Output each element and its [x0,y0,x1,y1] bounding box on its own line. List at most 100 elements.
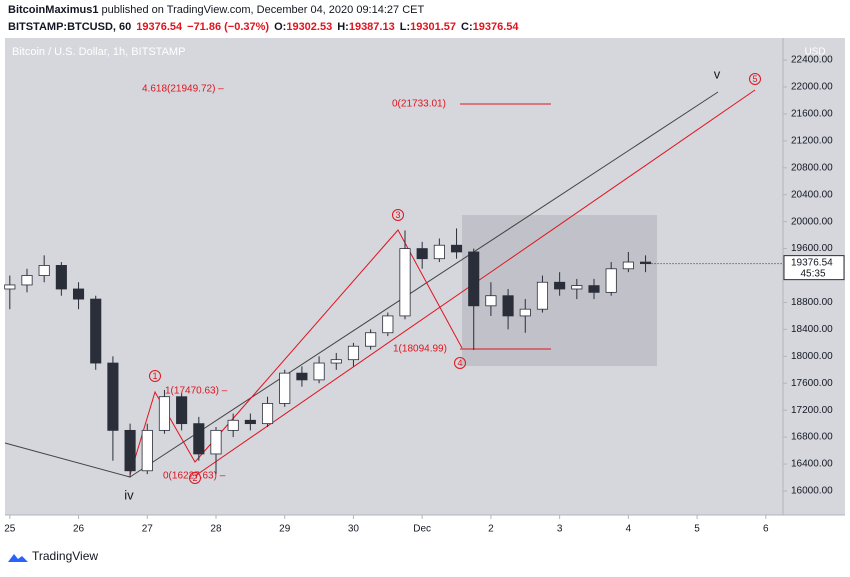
candle-body [210,429,222,455]
candle [365,329,377,350]
candle [519,299,531,333]
footer: TradingView [8,549,98,563]
candle-body [365,332,377,347]
candle [554,272,566,296]
y-tick-label: 21600.00 [791,109,833,120]
candle-body [450,244,463,253]
ohlc-label: O: [274,21,286,33]
candle-body [72,288,85,300]
candle-body [38,265,50,276]
candle-body [261,403,274,425]
candle-body [296,372,308,381]
wave-circle [749,73,761,85]
y-tick-label: 16400.00 [791,459,833,470]
candle [485,282,497,316]
x-tick-label: 5 [694,524,700,535]
fib-label: 1(17470.63) – [165,386,228,397]
ohlc-label: H: [337,21,349,33]
candle [124,423,136,478]
x-tick-label: 26 [73,524,85,535]
candle [261,396,274,428]
wave-circle [392,209,404,221]
x-tick-label: 25 [4,524,16,535]
x-tick-label: Dec [413,524,431,535]
candle [399,230,411,320]
candle [347,342,360,367]
candle-body [502,295,514,317]
ohlc-value: 19302.53 [286,21,332,33]
y-tick-label: 17200.00 [791,405,833,416]
wave-label: 3 [395,210,400,220]
wave-circle [189,472,201,484]
candle-body [382,315,394,334]
candle-body [279,372,291,404]
candle-body [176,396,188,425]
symbol: BITSTAMP:BTCUSD, 60 [8,21,131,33]
candle [450,228,463,259]
candle-body [90,298,102,364]
candle [141,423,153,475]
y-tick-label: 18400.00 [791,324,833,335]
candle-body [571,285,583,290]
trend-line [4,442,131,478]
publish-info: published on TradingView.com, December 0… [102,4,425,16]
candle-body [588,285,600,293]
candle [588,278,600,300]
candle-body [554,281,566,290]
y-axis-label: USD [804,47,825,58]
chart-title: Bitcoin / U.S. Dollar, 1h, BITSTAMP [12,46,185,58]
x-tick-label: 30 [348,524,360,535]
candle [72,282,85,310]
candle [55,262,67,296]
wave-label: iv [124,487,134,502]
header-line1: BitcoinMaximus1 published on TradingView… [8,4,424,16]
x-tick-label: 3 [557,524,563,535]
x-tick-label: 28 [210,524,222,535]
x-tick-label: 6 [763,524,769,535]
countdown: 45:35 [800,268,825,279]
y-tick-label: 22000.00 [791,82,833,93]
candle-body [21,275,33,286]
wave-label: 4 [457,358,462,368]
header-line2: BITSTAMP:BTCUSD, 60 19376.54 −71.86 (−0.37… [8,21,519,33]
wave-label: 5 [752,74,757,84]
y-tick-label: 16000.00 [791,486,833,497]
candle-body [485,295,497,307]
candle [279,369,291,407]
candle-body [107,362,119,431]
candle-body [158,396,171,431]
candle-body [330,359,342,364]
candle-body [536,281,549,310]
candle-body [399,248,411,317]
wave-circle [454,357,466,369]
x-tick-label: 4 [626,524,632,535]
wave-zigzag [129,229,463,476]
y-tick-label: 16800.00 [791,432,833,443]
wave-label: v [714,66,721,81]
candle [605,262,617,296]
x-tick-label: 2 [488,524,494,535]
x-tick-label: 27 [142,524,154,535]
candle [416,241,428,269]
y-tick-label: 20000.00 [791,216,833,227]
candle [227,413,239,438]
candle-body [4,284,16,290]
y-tick-label: 18000.00 [791,351,833,362]
fib-label: 4.618(21949.72) – [142,84,224,95]
candle [158,389,171,434]
candle [107,356,119,461]
footer-brand: TradingView [32,549,98,563]
candle [4,275,16,310]
candle [244,413,256,431]
wave-label: 1 [152,371,157,381]
ohlc-label: C: [461,21,473,33]
y-tick-label: 17600.00 [791,378,833,389]
candle [502,288,514,330]
candle [571,278,583,300]
wave-label: 2 [192,473,197,483]
candle [313,356,325,384]
candle [536,275,549,313]
candle [210,427,222,475]
